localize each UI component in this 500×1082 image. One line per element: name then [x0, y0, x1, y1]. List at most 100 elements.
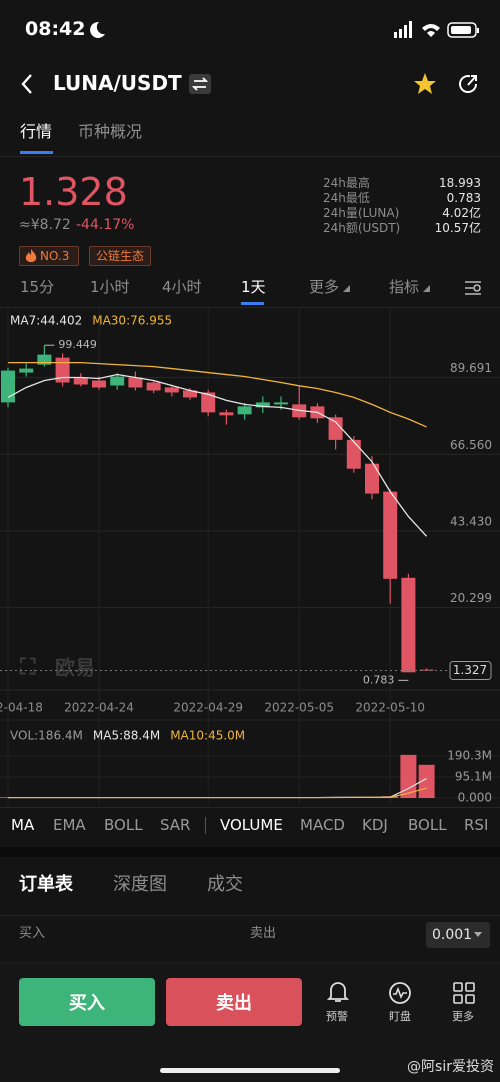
- y-tick-label: 20.299: [450, 591, 492, 605]
- divider: [0, 156, 500, 157]
- stat-label: 24h额(USDT): [323, 221, 401, 235]
- dropdown-arrow: [423, 285, 430, 292]
- ma-line: [7, 373, 428, 537]
- divider: [205, 817, 206, 834]
- precision-value: 0.001: [432, 927, 473, 943]
- candle-body: [365, 463, 379, 494]
- alert-icon[interactable]: [327, 980, 349, 1004]
- candle-body: [237, 406, 252, 415]
- divider: [0, 307, 500, 308]
- legend-entry: MA5:88.4M: [93, 729, 160, 743]
- y-tick-label: 95.1M: [455, 769, 492, 783]
- candle-body: [73, 377, 88, 385]
- share-button[interactable]: [456, 72, 480, 96]
- volume-bar: [400, 754, 417, 798]
- column-header: 买入: [19, 926, 46, 941]
- divider: [0, 807, 500, 808]
- tab-underline: [20, 151, 53, 154]
- y-tick-label: 89.691: [450, 361, 492, 375]
- order-tab[interactable]: 订单表: [19, 874, 73, 895]
- sector-badge[interactable]: 公链生态: [89, 246, 152, 266]
- candle-body: [346, 439, 361, 469]
- indicator-tab[interactable]: SAR: [160, 816, 191, 834]
- candle-body: [146, 382, 161, 391]
- max-label: 99.449: [58, 338, 97, 351]
- watch-icon[interactable]: [388, 981, 412, 1005]
- interval-tab[interactable]: 1小时: [90, 278, 130, 296]
- section-gap: [0, 847, 500, 857]
- candle-body: [255, 402, 270, 408]
- candle-body: [183, 390, 197, 398]
- interval-tab[interactable]: 15分: [20, 278, 55, 296]
- buy-button[interactable]: 买入: [19, 978, 155, 1026]
- indicator-menu[interactable]: 指标: [389, 278, 420, 296]
- indicator-tab[interactable]: MACD: [300, 816, 345, 834]
- interval-tab[interactable]: 4小时: [162, 278, 202, 296]
- stat-value: 10.57亿: [434, 221, 481, 235]
- watermark: @阿sir爱投资: [407, 1059, 494, 1075]
- indicator-tab[interactable]: RSI: [464, 816, 489, 834]
- candle-body: [128, 377, 143, 388]
- pair-title: LUNA/USDT: [53, 71, 182, 95]
- legend-entry: VOL:186.4M: [10, 729, 83, 743]
- stat-value: 0.783: [446, 191, 481, 205]
- back-button[interactable]: [18, 72, 38, 96]
- status-time: 08:42: [25, 18, 86, 40]
- dropdown-arrow: [343, 285, 350, 292]
- candle-body: [164, 387, 179, 393]
- indicator-tab[interactable]: EMA: [53, 816, 86, 834]
- indicator-tab[interactable]: MA: [11, 816, 35, 834]
- tab[interactable]: 币种概况: [78, 122, 143, 141]
- sell-button[interactable]: 卖出: [166, 978, 302, 1026]
- status-icons: [394, 21, 479, 38]
- home-indicator: [160, 1068, 340, 1073]
- cny-price: ≈¥8.72: [19, 217, 71, 233]
- action-label: 盯盘: [389, 1010, 411, 1023]
- stat-label: 24h最低: [323, 191, 370, 205]
- moon-icon: [90, 21, 105, 38]
- candle-body: [92, 380, 106, 388]
- indicator-tab[interactable]: BOLL: [408, 816, 447, 834]
- candle-body: [401, 577, 416, 673]
- candle-body: [201, 392, 216, 413]
- settings-button[interactable]: [463, 279, 483, 297]
- swap-button[interactable]: [189, 74, 211, 94]
- interval-tab[interactable]: 更多: [309, 278, 340, 296]
- candle-body: [55, 357, 70, 383]
- candle-body: [328, 417, 343, 440]
- indicator-tab[interactable]: VOLUME: [220, 816, 283, 834]
- stat-label: 24h最高: [323, 176, 370, 190]
- candle-body: [19, 368, 34, 373]
- logo-icon: ⛶: [19, 655, 36, 680]
- indicator-tab[interactable]: BOLL: [104, 816, 143, 834]
- x-tick-label: 2022-05-10: [355, 701, 425, 715]
- candle-body: [219, 412, 234, 416]
- action-label: 更多: [452, 1010, 474, 1023]
- x-tick-label: 2022-04-29: [173, 701, 243, 715]
- interval-underline: [241, 302, 264, 305]
- order-tab[interactable]: 深度图: [113, 874, 167, 895]
- stat-value: 18.993: [439, 176, 481, 190]
- interval-tab[interactable]: 1天: [241, 278, 266, 296]
- logo-watermark: 欧易: [55, 656, 95, 680]
- ma-line: [8, 361, 427, 428]
- x-tick-label: 2022-05-05: [264, 701, 334, 715]
- rank-badge: NO.3: [19, 246, 79, 266]
- precision-select[interactable]: 0.001: [426, 922, 490, 948]
- candle-body: [1, 370, 15, 403]
- order-tab[interactable]: 成交: [207, 874, 243, 895]
- favorite-button[interactable]: [413, 72, 437, 96]
- y-tick-label: 190.3M: [447, 748, 492, 762]
- candle-body: [383, 491, 398, 579]
- divider: [0, 915, 500, 916]
- min-label: 0.783: [363, 673, 395, 686]
- y-tick-label: 66.560: [450, 438, 492, 452]
- tab[interactable]: 行情: [20, 122, 53, 141]
- indicator-tab[interactable]: KDJ: [362, 816, 388, 834]
- rank-text: NO.3: [40, 249, 70, 263]
- more-icon[interactable]: [453, 982, 475, 1004]
- candle-body: [274, 402, 288, 405]
- ma-line: [8, 787, 427, 799]
- legend-entry: MA30:76.955: [92, 314, 172, 328]
